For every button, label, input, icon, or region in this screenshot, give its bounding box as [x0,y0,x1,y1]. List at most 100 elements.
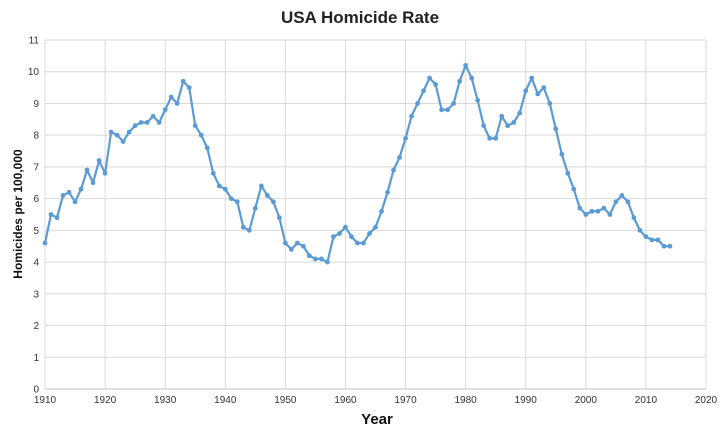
data-point [114,132,120,138]
y-tick-label: 5 [33,226,39,237]
data-point [132,123,138,129]
x-tick-label: 2000 [575,395,598,406]
data-point [583,212,589,217]
data-point [66,189,72,195]
data-point [84,167,90,173]
data-point [415,101,420,106]
data-point [595,208,601,214]
y-axis-title: Homicides per 100,000 [11,149,25,279]
data-point [325,259,330,265]
data-point [168,94,174,100]
x-tick-label: 1960 [334,395,357,406]
data-point [300,243,306,249]
data-point [349,234,354,240]
data-point [294,240,300,246]
data-point [276,215,282,221]
data-point [439,107,444,113]
y-tick-label: 6 [33,194,39,205]
data-point [397,154,402,160]
data-point [373,224,378,230]
x-tick-label: 2020 [695,395,718,406]
data-point [493,135,499,141]
data-point [126,129,132,135]
data-point [541,85,547,90]
data-point [535,91,541,97]
data-point [216,183,222,189]
x-tick-label: 1950 [274,395,297,406]
data-point [150,113,156,119]
data-point [391,167,396,173]
data-point [222,186,228,192]
data-point [523,88,529,94]
x-tick-label: 1910 [34,395,57,406]
data-point [210,170,216,176]
data-point [174,101,180,106]
data-point [559,151,565,157]
data-point [613,199,619,205]
data-point [120,139,126,144]
data-point [469,75,475,81]
y-tick-label: 8 [33,131,39,142]
data-point [282,240,288,246]
data-point [246,227,252,233]
data-point [313,256,318,262]
data-point [529,75,535,81]
data-point [108,129,114,135]
data-point [589,208,595,214]
data-point [547,101,553,106]
data-point [144,120,150,125]
data-point [619,193,625,198]
data-point [180,78,186,84]
data-point [385,189,390,195]
x-tick-label: 1940 [214,395,237,406]
data-point [258,183,264,189]
data-point [667,243,673,249]
data-point [234,199,240,205]
data-point [643,234,649,240]
data-point [571,186,577,192]
data-point [631,215,637,221]
y-tick-label: 9 [33,99,39,110]
y-tick-label: 1 [33,353,39,364]
data-point [72,199,78,205]
data-point [487,135,493,141]
data-point [427,75,432,81]
data-point [138,120,144,125]
data-point [361,240,366,246]
data-point [102,170,108,176]
data-point [60,193,66,198]
data-point [162,107,168,113]
data-point [90,180,96,186]
data-point [355,240,360,246]
data-point [307,253,312,259]
y-tick-label: 4 [33,258,39,269]
y-tick-label: 11 [29,36,40,47]
gridlines [44,39,707,390]
x-tick-label: 1990 [515,395,538,406]
data-point [553,126,559,132]
data-point [48,212,54,217]
data-point [637,227,643,233]
data-point [331,234,336,240]
data-point [270,199,276,205]
data-point [288,247,294,252]
data-point [607,212,613,217]
data-point [565,170,571,176]
data-point [264,193,270,198]
y-axis-ticks: 0 1 2 3 4 5 6 7 8 9 10 11 [28,36,40,396]
y-tick-label: 3 [33,289,39,300]
data-point [192,123,198,129]
data-point [96,158,102,163]
x-tick-label: 2010 [635,395,658,406]
data-point [343,224,348,230]
data-point [445,107,451,113]
data-point [337,231,342,236]
data-point [649,237,655,243]
data-point [451,101,457,106]
data-point [511,120,517,125]
x-tick-label: 1930 [154,395,177,406]
data-point [228,196,234,202]
data-point [198,132,204,138]
